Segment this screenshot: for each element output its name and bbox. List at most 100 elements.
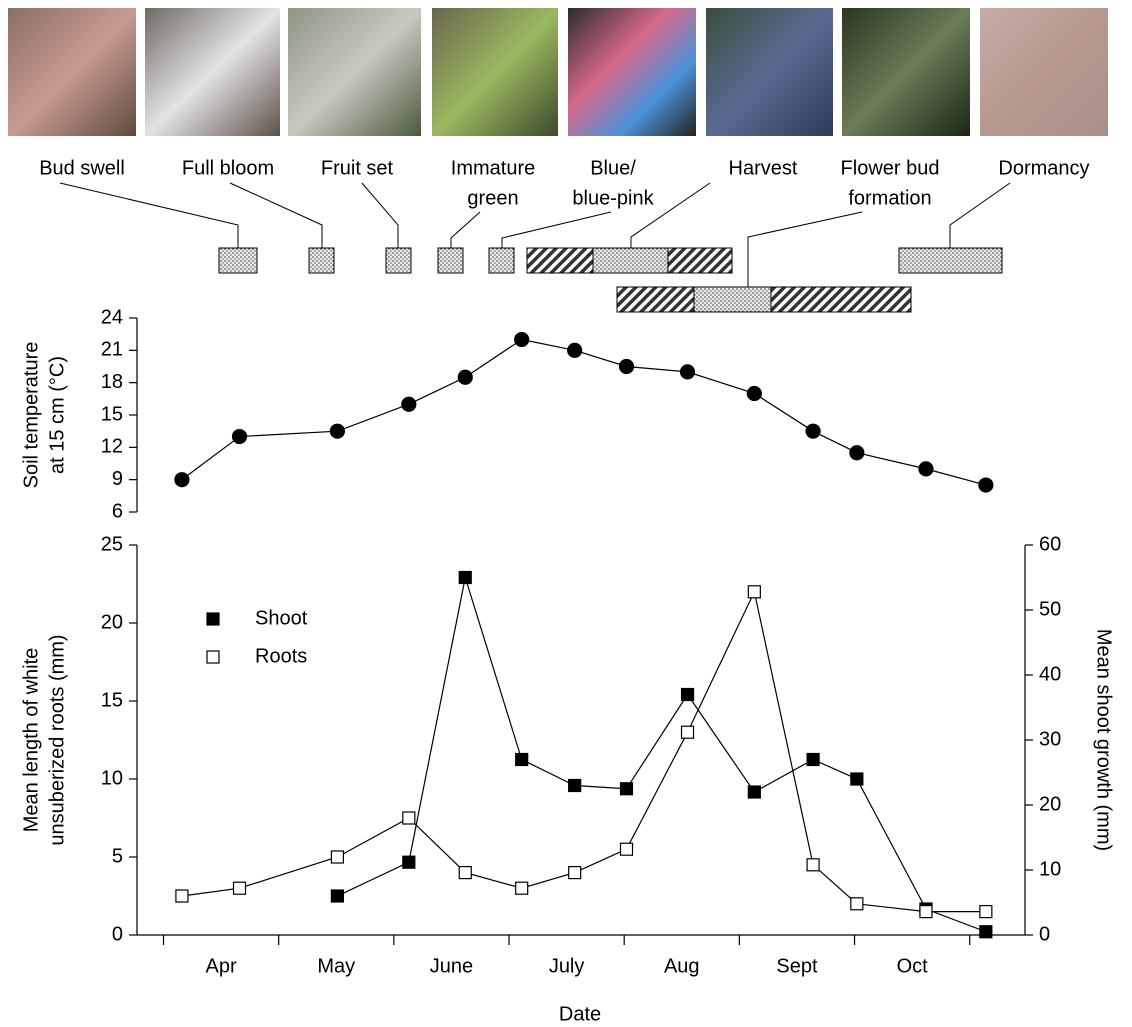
marker [918,461,934,477]
stage-period [385,247,412,274]
y-axis-label: Mean length of white [20,648,42,833]
marker [747,785,761,799]
marker [979,925,993,939]
photo-bud-swell [8,8,136,136]
stage-period [616,286,695,313]
marker [849,445,865,461]
marker [850,897,864,911]
stage-label: Full bloom [182,157,274,179]
legend-label: Roots [255,645,307,667]
y2-tick-label: 0 [1039,923,1050,945]
marker [515,752,529,767]
photo-harvest [706,8,833,136]
marker [458,570,472,585]
marker [805,423,821,439]
y2-tick-label: 40 [1039,663,1061,685]
marker [619,782,634,796]
marker [679,364,696,380]
stage-period [770,286,912,313]
stage-period [488,247,515,274]
marker [458,865,472,880]
month-label: Aug [664,955,700,977]
photo-fruit-set [288,8,421,136]
x-axis-label: Date [559,1003,601,1025]
month-label: May [317,955,355,977]
y-tick-label: 25 [101,533,123,555]
marker [850,772,864,786]
y-tick-label: 18 [101,371,123,393]
y2-tick-label: 30 [1039,728,1061,750]
stage-label: green [467,187,518,209]
leader-line [747,211,863,287]
series-line [181,338,986,486]
marker [568,778,582,793]
marker [402,855,416,869]
month-label: Oct [897,955,929,977]
y2-tick-label: 10 [1039,858,1061,880]
marker [619,842,634,856]
y-tick-label: 15 [101,689,123,711]
y-axis-label: at 15 cm (°C) [46,356,68,474]
month-label: Sept [776,955,818,977]
y-tick-label: 6 [112,500,123,522]
leader-line [59,182,239,248]
marker [330,889,345,903]
y2-tick-label: 60 [1039,533,1061,555]
marker [232,881,247,895]
marker [618,358,635,375]
stage-period [592,247,669,274]
y-axis-label: unsuberized roots (mm) [46,634,68,845]
month-label: June [430,955,473,977]
stage-label: Fruit set [321,157,394,179]
stage-period [437,247,464,274]
y-tick-label: 9 [112,468,123,490]
stage-timeline: Bud swell Full bloom Fruit set Immature gree… [39,157,1090,313]
stage-label: Bud swell [39,157,125,179]
leader-line [450,211,481,248]
legend-marker [206,612,220,626]
stage-label: Dormancy [998,157,1089,179]
photo-blue-pink [568,8,696,136]
stage-period [308,247,335,274]
marker [680,687,695,702]
marker [329,423,346,439]
y2-tick-label: 20 [1039,793,1061,815]
y-tick-label: 10 [101,767,123,789]
stage-label: Flower bud [841,157,940,179]
series-line [181,589,986,913]
marker [175,889,189,903]
marker [515,881,529,895]
photo-full-bloom [145,8,280,136]
y-tick-label: 20 [101,611,123,633]
stage-period [693,286,772,313]
marker [402,811,416,825]
marker [568,865,582,880]
leader-line [361,182,399,248]
photo-immature-green [432,8,558,136]
marker [746,385,762,402]
marker [919,904,933,919]
marker [401,396,417,412]
photo-flower-bud [842,8,970,136]
y-tick-label: 24 [101,306,123,328]
month-label: July [549,955,585,977]
marker [747,585,761,599]
photos [8,8,1108,136]
y-axis-label: Soil temperature [20,342,42,489]
y2-tick-label: 50 [1039,598,1061,620]
marker [174,472,190,488]
marker [457,369,473,385]
leader-line [229,182,323,248]
stage-label: blue-pink [572,187,654,209]
month-label: Apr [206,955,237,977]
series-line [337,577,987,933]
marker [330,850,345,864]
marker [231,428,248,445]
leader-line [949,182,1011,248]
photo-dormancy [980,8,1108,136]
marker [680,725,695,739]
marker [806,752,820,767]
marker [806,858,820,872]
stage-period [667,247,733,274]
stage-label: formation [848,187,931,209]
